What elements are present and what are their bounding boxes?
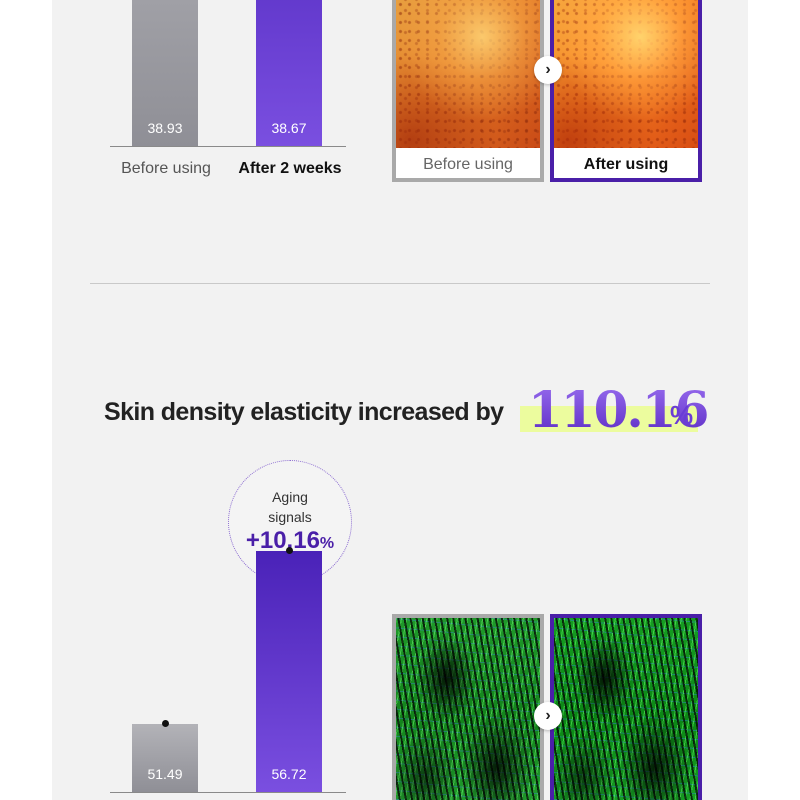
- scan-frame-after: [550, 614, 702, 800]
- bubble-value: +10.16%: [229, 527, 351, 555]
- headline: Skin density elasticity increased by 110…: [104, 380, 724, 439]
- section-divider: [90, 283, 710, 284]
- content-panel: 38.93 38.67 Before using After 2 weeks Be…: [52, 0, 748, 800]
- headline-unit: %: [670, 400, 694, 430]
- bar-value-label: 51.49: [147, 766, 183, 782]
- bubble-label-line2: signals: [268, 509, 312, 525]
- bubble-value-unit: %: [319, 535, 335, 552]
- chart2-baseline: [110, 792, 346, 793]
- photo-frame-after: After using: [550, 0, 702, 182]
- bar-value-label: 56.72: [271, 766, 307, 782]
- bar-after: [256, 551, 322, 792]
- photo-caption-after: After using: [554, 150, 698, 178]
- bar-after: [256, 0, 322, 146]
- bar-value-label: 38.93: [147, 120, 183, 136]
- headline-text: Skin density elasticity increased by: [104, 398, 504, 426]
- chevron-right-icon[interactable]: ›: [534, 56, 562, 84]
- skin-photo-after: [554, 0, 698, 148]
- chart1-baseline: [110, 146, 346, 147]
- bubble-value-number: +10.16: [245, 527, 320, 554]
- headline-highlight: [520, 406, 698, 432]
- photo-frame-before: Before using: [392, 0, 544, 182]
- density-scan-after: [554, 618, 698, 800]
- bar-before: [132, 724, 198, 792]
- scan-frame-before: [392, 614, 544, 800]
- headline-number: 110.16: [528, 380, 709, 439]
- aging-signals-bubble: Aging signals +10.16%: [228, 460, 352, 584]
- photo-caption-before: Before using: [396, 150, 540, 178]
- bubble-label-line1: Aging: [272, 489, 308, 505]
- chart1-category-before: Before using: [121, 160, 211, 177]
- bar-top-marker: [162, 720, 169, 727]
- bar-before: [132, 0, 198, 146]
- bar-top-marker: [286, 547, 293, 555]
- skin-photo-before: [396, 0, 540, 148]
- chevron-right-icon[interactable]: ›: [534, 702, 562, 730]
- bar-value-label: 38.67: [271, 120, 307, 136]
- chart1-category-after: After 2 weeks: [238, 160, 342, 177]
- density-scan-before: [396, 618, 540, 800]
